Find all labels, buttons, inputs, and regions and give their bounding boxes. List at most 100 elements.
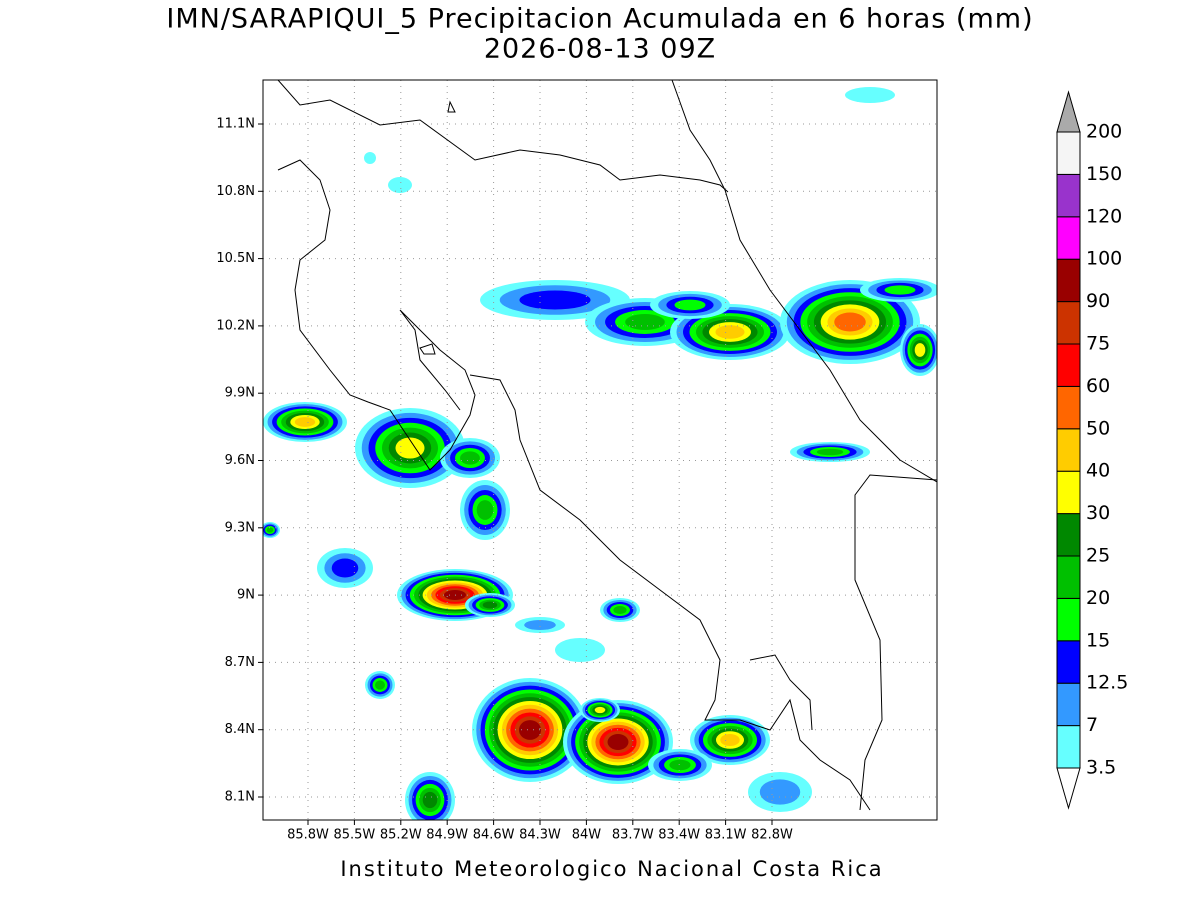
precipitation-field <box>263 87 937 820</box>
colorbar-label: 25 <box>1086 545 1110 567</box>
island <box>419 343 436 355</box>
precip-contour <box>834 312 866 332</box>
lat-label: 10.8N <box>216 184 255 199</box>
precip-contour <box>294 417 316 427</box>
lat-label: 9.6N <box>225 453 255 468</box>
colorbar-label: 60 <box>1086 375 1110 397</box>
lon-label: 84.3W <box>519 828 561 843</box>
panama-border <box>854 474 937 811</box>
precip-contour <box>669 759 691 771</box>
precip-contour <box>476 500 494 520</box>
grid: 11.1N 10.8N 10.5N 10.2N 9.9N 9.6N 9.3N 9N 8.7N 8.… <box>216 80 937 843</box>
precip-contour <box>524 619 556 631</box>
osa-peninsula <box>749 654 813 731</box>
precip-contour <box>266 527 274 533</box>
colorbar-label: 15 <box>1086 629 1110 651</box>
precip-contour <box>816 448 844 456</box>
lon-label: 83.4W <box>658 828 700 843</box>
nicaragua-border <box>277 80 729 193</box>
lat-label: 11.1N <box>216 117 255 132</box>
lon-label: 85.2W <box>380 828 422 843</box>
precip-contour <box>519 290 591 310</box>
precip-contour <box>674 299 706 311</box>
precip-contour <box>884 285 916 295</box>
lat-label: 9.3N <box>225 520 255 535</box>
colorbar-label: 120 <box>1086 205 1122 227</box>
lat-label: 8.7N <box>225 655 255 670</box>
lat-label: 8.1N <box>225 790 255 805</box>
subtitle: 2026-08-13 09Z <box>484 34 716 65</box>
colorbar-box <box>1056 131 1081 175</box>
precip-contour <box>331 558 359 578</box>
colorbar-label: 20 <box>1086 587 1110 609</box>
colorbar-label: 90 <box>1086 290 1110 312</box>
lon-label: 83.1W <box>705 828 747 843</box>
colorbar-label: 12.5 <box>1086 672 1128 694</box>
lon-label: 82.8W <box>751 828 793 843</box>
lon-label: 83.7W <box>612 828 654 843</box>
lat-label: 10.5N <box>216 251 255 266</box>
precip-contour <box>388 177 412 193</box>
lat-label: 8.4N <box>225 722 255 737</box>
lon-label: 84W <box>572 828 602 843</box>
precip-contour <box>613 606 627 614</box>
colorbar-box <box>1056 640 1081 684</box>
coastlines <box>277 80 937 811</box>
pacific-coast-south <box>469 374 871 811</box>
colorbar-box <box>1056 597 1081 642</box>
lon-label: 85.5W <box>333 828 375 843</box>
colorbar-box <box>1056 385 1081 430</box>
precip-contour <box>720 733 740 747</box>
colorbar-label: 75 <box>1086 333 1110 355</box>
precip-contour <box>607 734 629 750</box>
colorbar-label: 3.5 <box>1086 757 1116 779</box>
colorbar-low <box>1056 767 1081 810</box>
lat-label: 10.2N <box>216 318 255 333</box>
colorbar-box <box>1056 428 1081 472</box>
precip-contour <box>594 706 606 714</box>
precip-contour <box>422 791 438 809</box>
caribbean-coast <box>671 80 937 483</box>
precip-contour <box>845 87 895 103</box>
precip-contour <box>364 152 376 164</box>
precip-contour <box>375 680 385 690</box>
lat-label: 9.9N <box>225 386 255 401</box>
map-frame <box>262 79 938 821</box>
title: IMN/SARAPIQUI_5 Precipitacion Acumulada … <box>166 4 1033 35</box>
colorbar-label: 100 <box>1086 248 1122 270</box>
precip-contour <box>555 638 605 662</box>
precip-contour <box>518 720 542 740</box>
colorbar-label: 200 <box>1086 121 1122 143</box>
precip-contour <box>715 325 745 339</box>
colorbar-box <box>1056 216 1081 260</box>
colorbar-label: 150 <box>1086 163 1122 185</box>
colorbar-box <box>1056 513 1081 557</box>
precip-contour <box>482 601 498 609</box>
colorbar-box <box>1056 173 1081 218</box>
colorbar-box <box>1056 725 1081 769</box>
colorbar-label: 30 <box>1086 502 1110 524</box>
island <box>447 100 456 113</box>
lon-label: 85.8W <box>287 828 329 843</box>
colorbar-box <box>1056 470 1081 515</box>
precip-contour <box>759 779 801 805</box>
footer: Instituto Meteorologico Nacional Costa R… <box>340 857 883 881</box>
colorbar-label: 50 <box>1086 417 1110 439</box>
colorbar-box <box>1056 258 1081 303</box>
colorbar-high <box>1056 90 1081 133</box>
colorbar-box <box>1056 301 1081 345</box>
colorbar-box <box>1056 682 1081 727</box>
precip-contour <box>460 451 480 465</box>
colorbar-label: 7 <box>1086 714 1098 736</box>
lon-label: 84.9W <box>426 828 468 843</box>
precip-contour <box>625 314 665 330</box>
colorbar-box <box>1056 555 1081 599</box>
lat-label: 9N <box>237 588 255 603</box>
precip-contour <box>914 343 926 357</box>
colorbar-label: 40 <box>1086 460 1110 482</box>
colorbar: 3.5 7 12.5 15 20 25 30 40 50 60 75 90 100 120 150 200 <box>1056 90 1128 810</box>
colorbar-box <box>1056 343 1081 387</box>
precip-contour <box>395 437 425 459</box>
